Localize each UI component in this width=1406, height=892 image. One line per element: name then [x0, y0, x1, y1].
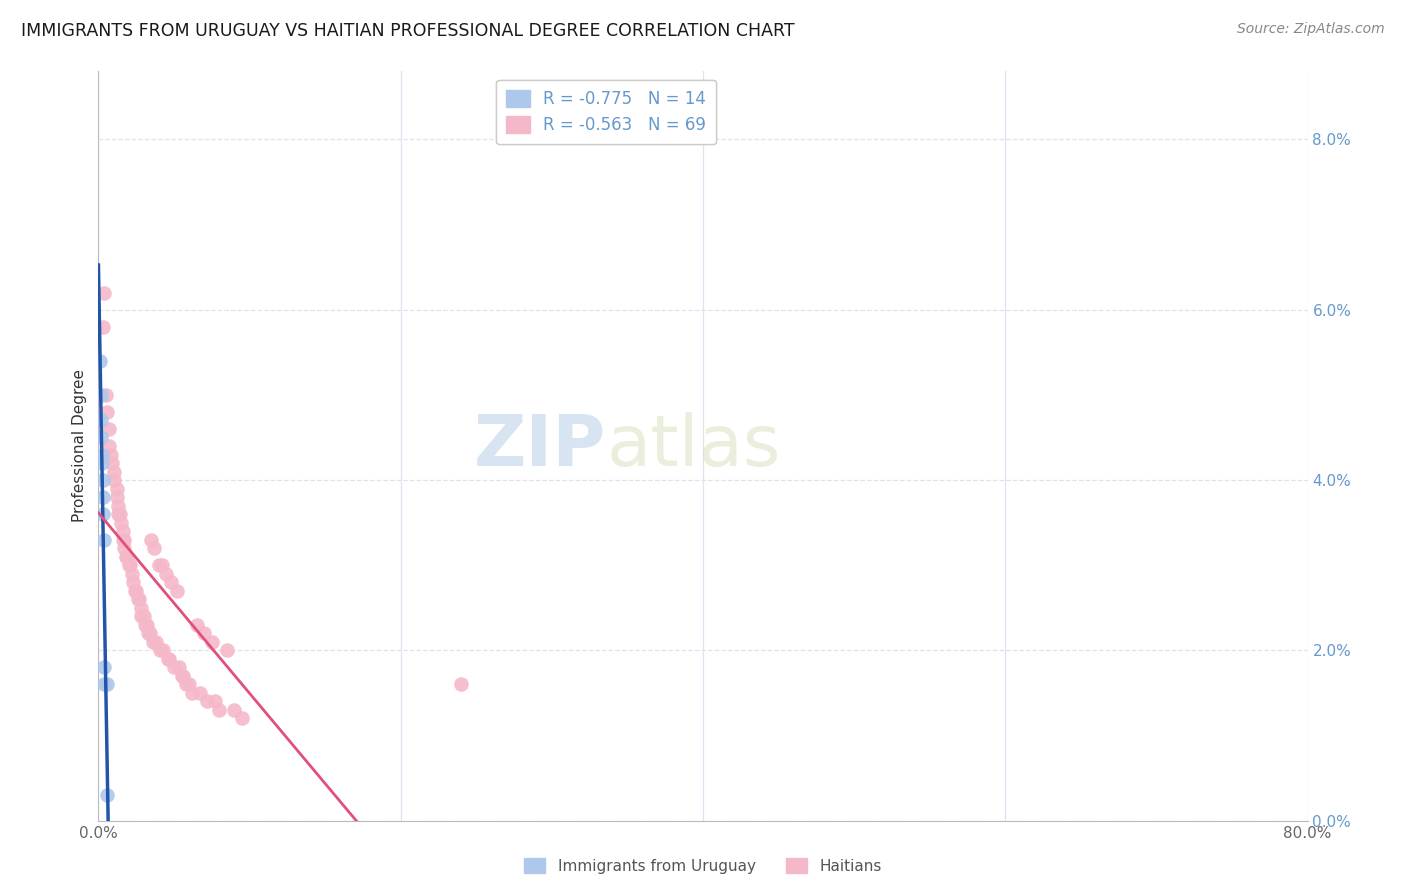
- Point: [128, 592, 150, 607]
- Point: [155, 566, 177, 581]
- Point: [108, 507, 131, 521]
- Point: [148, 558, 170, 573]
- Point: [105, 490, 128, 504]
- Point: [166, 583, 188, 598]
- Point: [94, 388, 117, 402]
- Point: [89, 354, 111, 368]
- Point: [91, 456, 114, 470]
- Point: [121, 566, 143, 581]
- Point: [139, 626, 162, 640]
- Point: [118, 558, 141, 573]
- Point: [98, 422, 121, 436]
- Point: [136, 626, 159, 640]
- Point: [193, 626, 215, 640]
- Point: [132, 609, 155, 624]
- Point: [96, 788, 118, 802]
- Point: [93, 660, 115, 674]
- Point: [90, 430, 112, 444]
- Point: [90, 413, 112, 427]
- Point: [125, 583, 148, 598]
- Point: [231, 711, 253, 725]
- Point: [156, 652, 179, 666]
- Point: [105, 482, 128, 496]
- Point: [204, 694, 226, 708]
- Point: [174, 677, 197, 691]
- Point: [115, 549, 138, 564]
- Point: [103, 473, 125, 487]
- Point: [188, 686, 211, 700]
- Point: [103, 465, 125, 479]
- Point: [96, 405, 118, 419]
- Point: [224, 703, 246, 717]
- Point: [101, 456, 124, 470]
- Point: [149, 643, 172, 657]
- Point: [124, 583, 146, 598]
- Point: [135, 617, 157, 632]
- Point: [90, 448, 112, 462]
- Point: [186, 617, 208, 632]
- Point: [112, 533, 135, 547]
- Point: [163, 660, 186, 674]
- Legend: Immigrants from Uruguay, Haitians: Immigrants from Uruguay, Haitians: [517, 852, 889, 880]
- Point: [150, 558, 173, 573]
- Point: [120, 558, 142, 573]
- Point: [179, 677, 201, 691]
- Point: [91, 507, 114, 521]
- Point: [111, 524, 134, 538]
- Point: [111, 533, 134, 547]
- Point: [145, 635, 167, 649]
- Point: [91, 490, 114, 504]
- Point: [450, 677, 472, 691]
- Point: [129, 600, 152, 615]
- Point: [160, 575, 183, 590]
- Point: [208, 703, 231, 717]
- Point: [167, 660, 190, 674]
- Point: [110, 516, 132, 530]
- Text: Source: ZipAtlas.com: Source: ZipAtlas.com: [1237, 22, 1385, 37]
- Point: [172, 669, 194, 683]
- Point: [215, 643, 238, 657]
- Point: [107, 507, 129, 521]
- Point: [93, 285, 115, 300]
- Text: ZIP: ZIP: [474, 411, 606, 481]
- Point: [91, 319, 114, 334]
- Text: atlas: atlas: [606, 411, 780, 481]
- Point: [152, 643, 174, 657]
- Point: [96, 677, 118, 691]
- Point: [93, 533, 115, 547]
- Point: [100, 448, 122, 462]
- Point: [134, 617, 156, 632]
- Point: [122, 575, 145, 590]
- Point: [143, 541, 166, 556]
- Point: [129, 609, 152, 624]
- Point: [90, 388, 112, 402]
- Point: [170, 669, 193, 683]
- Point: [142, 635, 165, 649]
- Text: IMMIGRANTS FROM URUGUAY VS HAITIAN PROFESSIONAL DEGREE CORRELATION CHART: IMMIGRANTS FROM URUGUAY VS HAITIAN PROFE…: [21, 22, 794, 40]
- Point: [93, 677, 115, 691]
- Point: [91, 473, 114, 487]
- Point: [107, 499, 129, 513]
- Point: [114, 549, 136, 564]
- Legend: R = -0.775   N = 14, R = -0.563   N = 69: R = -0.775 N = 14, R = -0.563 N = 69: [496, 79, 716, 145]
- Point: [159, 652, 181, 666]
- Point: [195, 694, 218, 708]
- Point: [141, 533, 163, 547]
- Point: [201, 635, 224, 649]
- Y-axis label: Professional Degree: Professional Degree: [72, 369, 87, 523]
- Point: [98, 439, 121, 453]
- Point: [127, 592, 149, 607]
- Point: [112, 541, 135, 556]
- Point: [181, 686, 204, 700]
